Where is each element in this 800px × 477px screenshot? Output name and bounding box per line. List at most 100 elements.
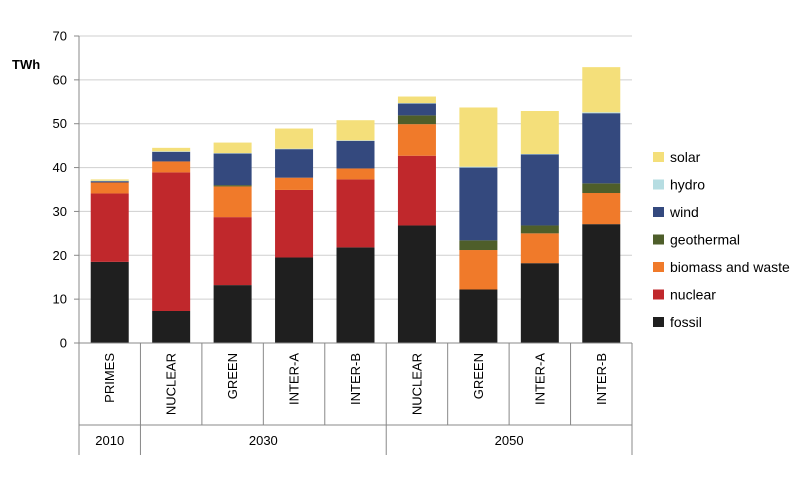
category-label: PRIMES	[102, 353, 117, 403]
bar-segment-fossil	[152, 310, 191, 343]
bar-segment-nuclear	[336, 179, 375, 248]
bar-segment-nuclear	[152, 172, 191, 311]
bar-segment-solar	[459, 107, 498, 167]
bar-segment-fossil	[459, 289, 498, 343]
bar-segment-solar	[152, 147, 191, 152]
legend-item: fossil	[653, 314, 702, 330]
bars	[90, 67, 621, 343]
bar-segment-solar	[90, 179, 129, 181]
y-tick-label: 0	[60, 336, 67, 351]
bar-segment-solar	[397, 96, 436, 104]
bar-segment-wind	[213, 153, 252, 186]
bar-segment-fossil	[582, 224, 621, 343]
legend-label: nuclear	[670, 287, 716, 303]
category-label: GREEN	[225, 353, 240, 399]
legend-swatch	[653, 207, 664, 217]
legend-swatch	[653, 262, 664, 272]
bar-segment-nuclear	[90, 193, 129, 262]
bar-stack	[213, 142, 252, 343]
category-label: INTER-B	[594, 353, 609, 405]
y-tick-labels: 0 10 20 30 40 50 60 70	[53, 29, 67, 351]
bar-segment-fossil	[90, 261, 129, 343]
bar-segment-biomass-and-waste	[152, 161, 191, 173]
bar-segment-geothermal	[582, 183, 621, 194]
legend-label: wind	[669, 204, 699, 220]
bar-stack	[90, 179, 129, 343]
legend-label: fossil	[670, 314, 702, 330]
bar-segment-geothermal	[397, 115, 436, 125]
bar-segment-wind	[90, 181, 129, 183]
legend-label: geothermal	[670, 232, 740, 248]
axes	[74, 35, 80, 344]
legend-swatch	[653, 317, 664, 327]
bar-segment-wind	[275, 149, 314, 178]
bar-segment-nuclear	[397, 155, 436, 226]
bar-segment-biomass-and-waste	[336, 168, 375, 180]
y-tick-label: 50	[53, 116, 67, 131]
bar-segment-hydro	[459, 166, 498, 168]
legend-item: geothermal	[653, 232, 740, 248]
bar-segment-fossil	[397, 225, 436, 343]
legend-label: biomass and waste	[670, 259, 790, 275]
legend-label: hydro	[670, 177, 705, 193]
bar-stack	[459, 107, 498, 343]
bar-segment-fossil	[275, 257, 314, 343]
bar-segment-geothermal	[459, 240, 498, 251]
bar-segment-solar	[275, 128, 314, 149]
bar-segment-biomass-and-waste	[213, 186, 252, 218]
y-tick-label: 20	[53, 248, 67, 263]
bar-segment-biomass-and-waste	[582, 193, 621, 225]
bar-stack	[336, 120, 375, 343]
bar-segment-wind	[520, 154, 559, 226]
bar-segment-fossil	[213, 285, 252, 343]
legend-item: biomass and waste	[653, 259, 790, 275]
bar-segment-geothermal	[213, 185, 252, 187]
legend-label: solar	[670, 149, 701, 165]
bar-segment-fossil	[336, 247, 375, 343]
category-axis: PRIMES NUCLEAR GREEN INTER-A INTER-B NUCLEAR G…	[78, 342, 633, 455]
legend-swatch	[653, 152, 664, 162]
bar-segment-biomass-and-waste	[520, 233, 559, 264]
legend-item: hydro	[653, 177, 705, 193]
group-label: 2050	[495, 433, 524, 448]
bar-segment-solar	[582, 67, 621, 113]
bar-segment-wind	[336, 140, 375, 169]
category-label: GREEN	[471, 353, 486, 399]
y-tick-label: 70	[53, 29, 67, 44]
category-label: INTER-B	[348, 353, 363, 405]
bar-segment-solar	[336, 120, 375, 141]
legend-item: nuclear	[653, 287, 716, 303]
bar-stack	[520, 110, 559, 343]
bar-segment-wind	[582, 113, 621, 184]
legend-swatch	[653, 289, 664, 300]
category-label: INTER-A	[287, 353, 302, 405]
y-tick-label: 60	[53, 72, 67, 87]
bar-stack	[152, 147, 191, 343]
bar-segment-hydro	[582, 112, 621, 114]
legend: solar hydro wind geothermal biomass and wast…	[653, 149, 790, 330]
group-label: 2030	[249, 433, 278, 448]
bar-segment-wind	[152, 151, 191, 162]
bar-stack	[582, 67, 621, 343]
y-axis-unit-label: TWh	[12, 57, 40, 72]
bar-stack	[397, 96, 436, 343]
bar-segment-geothermal	[520, 225, 559, 234]
legend-item: solar	[653, 149, 701, 165]
bar-segment-nuclear	[275, 189, 314, 258]
y-tick-label: 40	[53, 160, 67, 175]
legend-item: wind	[653, 204, 699, 220]
bar-segment-biomass-and-waste	[90, 182, 129, 194]
bar-segment-wind	[459, 167, 498, 241]
bar-segment-biomass-and-waste	[459, 250, 498, 290]
legend-swatch	[653, 234, 664, 245]
category-label: INTER-A	[532, 353, 547, 405]
bar-stack	[275, 128, 314, 343]
y-tick-label: 10	[53, 292, 67, 307]
bar-segment-solar	[213, 142, 252, 154]
category-label: NUCLEAR	[164, 353, 179, 415]
bar-segment-biomass-and-waste	[397, 124, 436, 156]
bar-segment-wind	[397, 103, 436, 116]
legend-swatch	[653, 179, 664, 190]
bar-segment-nuclear	[213, 217, 252, 286]
